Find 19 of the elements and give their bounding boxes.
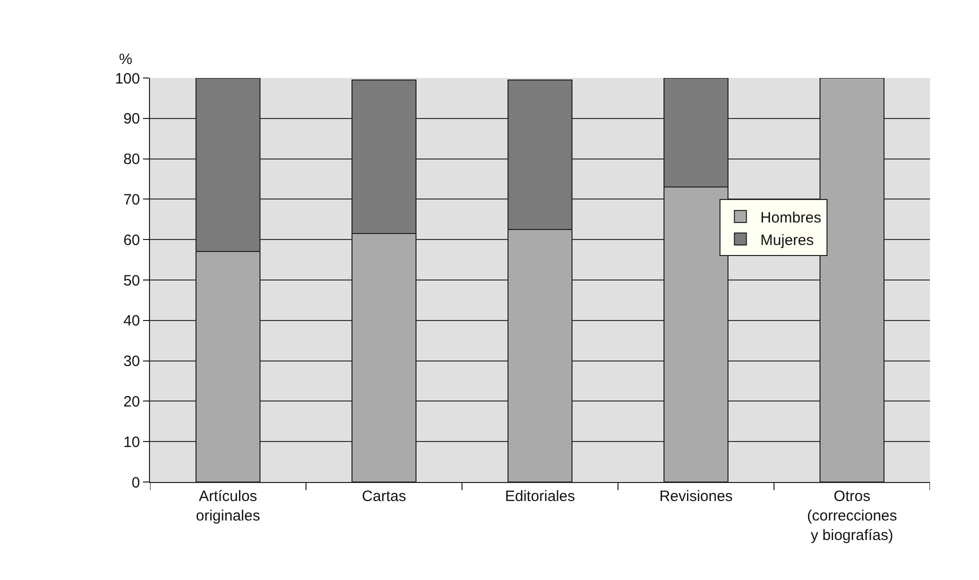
x-tick-label: Otros (correcciones y biografías) xyxy=(806,488,898,544)
y-tick-label: 10 xyxy=(123,434,140,451)
y-tick-label: 70 xyxy=(123,191,140,208)
y-tick-label: 30 xyxy=(123,353,140,370)
y-tick-label: 40 xyxy=(123,312,140,330)
legend-label: Hombres xyxy=(760,209,822,226)
x-tick-label: Editoriales xyxy=(504,488,576,505)
y-tick-label: 90 xyxy=(123,110,140,128)
x-tick-label: Revisiones xyxy=(659,488,733,505)
x-tick-label: Artículos originales xyxy=(196,488,260,524)
y-axis-title: % xyxy=(119,51,132,68)
y-tick-label: 20 xyxy=(123,393,140,410)
y-tick-label: 80 xyxy=(123,151,140,168)
y-tick-label: 100 xyxy=(114,70,140,88)
y-tick-label: 50 xyxy=(123,272,140,290)
legend-label: Mujeres xyxy=(760,232,814,249)
y-tick-label: 0 xyxy=(132,474,140,492)
x-tick-label: Cartas xyxy=(362,488,406,505)
y-tick-label: 60 xyxy=(123,232,140,249)
